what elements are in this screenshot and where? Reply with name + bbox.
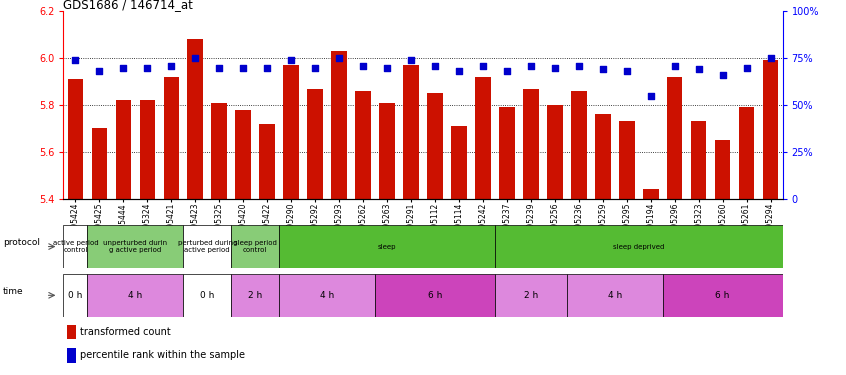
Text: transformed count: transformed count (80, 327, 170, 337)
Bar (662, 274, 783, 317)
Text: time: time (3, 286, 24, 296)
Text: 6 h: 6 h (716, 291, 730, 300)
Bar (91, 129, 107, 199)
Bar (188, 39, 203, 199)
Text: perturbed during
active period: perturbed during active period (178, 240, 237, 253)
Text: 2 h: 2 h (524, 291, 538, 300)
Point (476, 63, 490, 69)
Text: 2 h: 2 h (248, 291, 262, 300)
Bar (283, 65, 299, 199)
Bar (212, 103, 227, 199)
Text: unperturbed durin
g active period: unperturbed durin g active period (103, 240, 168, 253)
Bar (67, 348, 76, 363)
Bar (63, 274, 87, 317)
Bar (67, 325, 76, 339)
Point (404, 57, 418, 63)
Point (236, 64, 250, 70)
Point (308, 64, 321, 70)
Point (212, 64, 226, 70)
Bar (451, 126, 467, 199)
Point (692, 66, 706, 72)
Text: 0 h: 0 h (201, 291, 214, 300)
Text: percentile rank within the sample: percentile rank within the sample (80, 350, 244, 360)
Text: sleep: sleep (378, 244, 396, 250)
Bar (379, 103, 395, 199)
Bar (595, 114, 611, 199)
Bar (87, 274, 184, 317)
Bar (427, 93, 442, 199)
Bar (116, 100, 131, 199)
Bar (140, 100, 155, 199)
Bar (231, 225, 279, 268)
Point (261, 64, 274, 70)
Point (69, 57, 82, 63)
Bar (355, 91, 371, 199)
Bar (87, 225, 184, 268)
Point (332, 55, 346, 61)
Bar (567, 274, 662, 317)
Text: 6 h: 6 h (428, 291, 442, 300)
Point (667, 63, 681, 69)
Point (716, 72, 729, 78)
Bar (715, 140, 730, 199)
Bar (184, 225, 231, 268)
Bar (495, 225, 783, 268)
Point (284, 57, 298, 63)
Bar (63, 225, 87, 268)
Bar (68, 79, 83, 199)
Bar (499, 107, 514, 199)
Text: sleep period
control: sleep period control (233, 240, 277, 253)
Point (452, 68, 465, 74)
Bar (643, 189, 658, 199)
Text: active period
control: active period control (52, 240, 98, 253)
Text: protocol: protocol (3, 238, 40, 247)
Text: sleep deprived: sleep deprived (613, 244, 664, 250)
Point (164, 63, 178, 69)
Bar (571, 91, 586, 199)
Bar (547, 105, 563, 199)
Bar (763, 60, 778, 199)
Text: 4 h: 4 h (320, 291, 334, 300)
Bar (279, 225, 495, 268)
Bar (235, 110, 251, 199)
Point (596, 66, 609, 72)
Bar (404, 65, 419, 199)
Bar (375, 274, 495, 317)
Point (620, 68, 634, 74)
Text: 0 h: 0 h (69, 291, 83, 300)
Bar (667, 77, 683, 199)
Bar (691, 122, 706, 199)
Point (572, 63, 585, 69)
Point (117, 64, 130, 70)
Bar (231, 274, 279, 317)
Bar (332, 51, 347, 199)
Point (189, 55, 202, 61)
Text: 4 h: 4 h (129, 291, 142, 300)
Bar (619, 122, 634, 199)
Point (92, 68, 106, 74)
Bar (739, 107, 755, 199)
Point (380, 64, 393, 70)
Bar (279, 274, 375, 317)
Text: 4 h: 4 h (607, 291, 622, 300)
Bar (163, 77, 179, 199)
Point (548, 64, 562, 70)
Point (428, 63, 442, 69)
Bar (495, 274, 567, 317)
Bar (475, 77, 491, 199)
Point (356, 63, 370, 69)
Point (524, 63, 537, 69)
Point (500, 68, 514, 74)
Point (739, 64, 753, 70)
Bar (184, 274, 231, 317)
Point (644, 93, 657, 99)
Bar (260, 124, 275, 199)
Bar (523, 88, 539, 199)
Text: GDS1686 / 146714_at: GDS1686 / 146714_at (63, 0, 194, 11)
Point (764, 55, 777, 61)
Point (140, 64, 154, 70)
Bar (307, 88, 323, 199)
